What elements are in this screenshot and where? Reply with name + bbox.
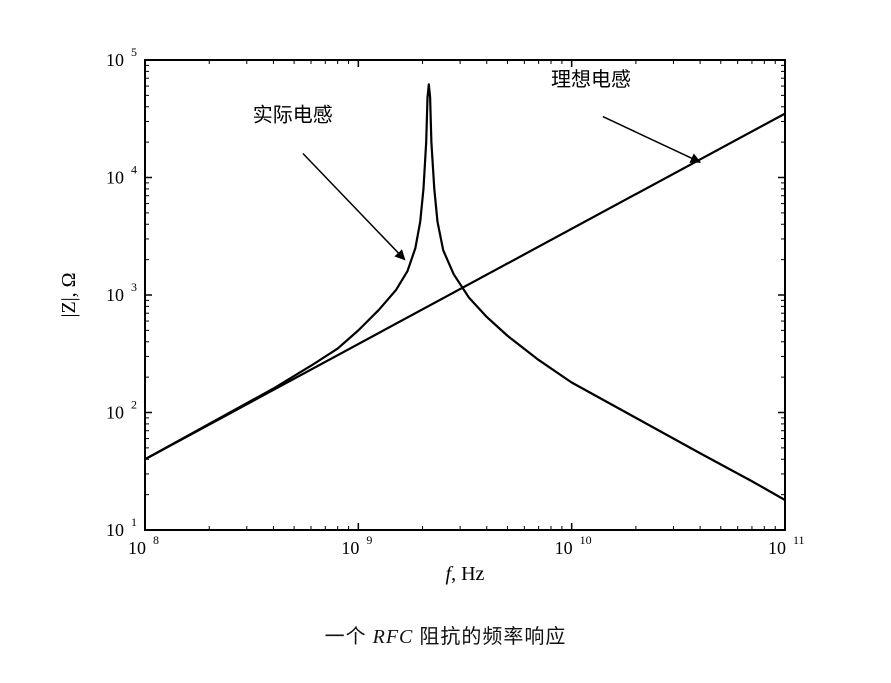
svg-text:2: 2	[131, 398, 137, 412]
svg-text:8: 8	[153, 533, 159, 547]
impedance-frequency-chart: 10810910101011101102103104105f, Hz|Z|, Ω…	[0, 0, 891, 600]
svg-text:|Z|, Ω: |Z|, Ω	[58, 272, 80, 317]
svg-text:10: 10	[768, 538, 786, 558]
svg-text:9: 9	[366, 533, 372, 547]
svg-text:10: 10	[580, 533, 592, 547]
svg-text:10: 10	[106, 168, 124, 188]
svg-text:10: 10	[128, 538, 146, 558]
annotation-real_inductor: 实际电感	[253, 103, 333, 126]
svg-text:10: 10	[555, 538, 573, 558]
svg-text:5: 5	[131, 45, 137, 59]
annotation-ideal_inductor: 理想电感	[551, 68, 631, 91]
figure-caption: 一个 RFC 阻抗的频率响应	[0, 620, 891, 649]
svg-text:f, Hz: f, Hz	[446, 563, 485, 585]
svg-text:10: 10	[341, 538, 359, 558]
svg-text:3: 3	[131, 280, 137, 294]
svg-text:10: 10	[106, 520, 124, 540]
svg-text:10: 10	[106, 285, 124, 305]
svg-text:1: 1	[131, 515, 137, 529]
svg-text:10: 10	[106, 50, 124, 70]
svg-text:4: 4	[131, 163, 137, 177]
svg-text:11: 11	[793, 533, 805, 547]
svg-text:10: 10	[106, 403, 124, 423]
